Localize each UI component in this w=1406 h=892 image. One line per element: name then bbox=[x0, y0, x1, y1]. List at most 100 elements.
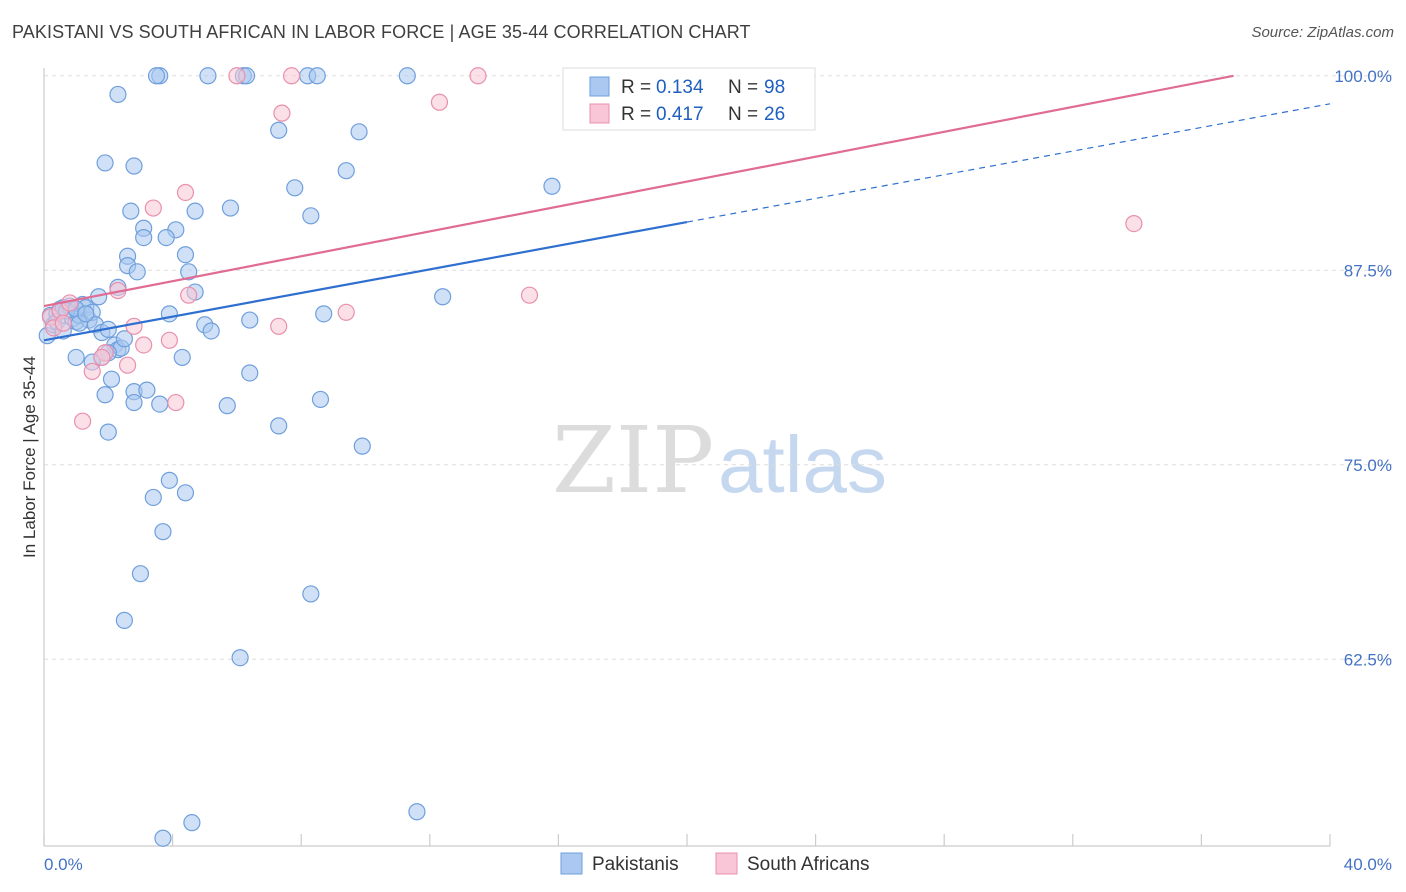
y-tick-label: 100.0% bbox=[1334, 67, 1392, 86]
legend-r-value-2: 0.417 bbox=[656, 104, 704, 125]
point-pakistanis bbox=[122, 202, 140, 220]
point-pakistanis bbox=[115, 330, 133, 348]
source-credit: Source: ZipAtlas.com bbox=[1251, 24, 1394, 41]
point-pakistanis bbox=[199, 67, 217, 85]
point-pakistanis bbox=[131, 565, 150, 583]
point-pakistanis bbox=[125, 393, 143, 412]
point-pakistanis bbox=[96, 154, 114, 172]
point-pakistanis bbox=[144, 488, 162, 507]
point-pakistanis bbox=[337, 162, 355, 180]
point-pakistanis bbox=[231, 649, 249, 667]
trendline-pakistanis bbox=[43, 220, 688, 342]
x-axis-ticks bbox=[43, 834, 1331, 846]
point-pakistanis bbox=[96, 386, 114, 404]
point-pakistanis bbox=[311, 390, 330, 409]
watermark-zip: ZIP bbox=[552, 407, 714, 514]
point-pakistanis bbox=[128, 263, 146, 281]
point-pakistanis bbox=[154, 523, 172, 541]
point-pakistanis bbox=[99, 423, 117, 441]
point-pakistanis bbox=[270, 121, 288, 139]
trend-lines bbox=[43, 74, 1331, 342]
legend-box: R = 0.134 N = 98 R = 0.417 N = 26 bbox=[562, 67, 816, 131]
point-south-africans bbox=[520, 286, 539, 304]
point-south-africans bbox=[270, 317, 288, 335]
bottom-legend-swatch-blue bbox=[560, 852, 583, 875]
legend-r-label-2: R = bbox=[621, 104, 651, 125]
point-pakistanis bbox=[302, 585, 320, 603]
point-south-africans bbox=[1125, 215, 1143, 233]
point-south-africans bbox=[282, 67, 301, 85]
series-south-africans bbox=[41, 67, 1143, 430]
y-tick-labels: 62.5% 75.0% 87.5% 100.0% bbox=[1334, 67, 1392, 670]
legend-n-label-1: N = bbox=[728, 77, 758, 98]
point-pakistanis bbox=[183, 814, 201, 832]
legend-n-value-1: 98 bbox=[764, 77, 785, 98]
legend-swatch-blue bbox=[589, 76, 610, 97]
point-south-africans bbox=[228, 67, 246, 85]
point-pakistanis bbox=[67, 348, 85, 367]
point-pakistanis bbox=[353, 437, 371, 455]
point-pakistanis bbox=[270, 417, 288, 435]
point-pakistanis bbox=[350, 123, 368, 141]
point-south-africans bbox=[54, 314, 72, 332]
point-south-africans bbox=[337, 303, 355, 321]
point-pakistanis bbox=[109, 85, 127, 104]
point-south-africans bbox=[430, 93, 449, 111]
point-pakistanis bbox=[151, 395, 169, 413]
point-pakistanis bbox=[154, 829, 172, 847]
point-pakistanis bbox=[125, 157, 143, 175]
bottom-legend-swatch-pink bbox=[715, 852, 738, 875]
point-pakistanis bbox=[543, 177, 561, 195]
point-pakistanis bbox=[176, 246, 195, 264]
point-pakistanis bbox=[398, 67, 416, 85]
point-pakistanis bbox=[147, 67, 166, 85]
point-south-africans bbox=[93, 348, 111, 367]
bottom-legend: Pakistanis South Africans bbox=[560, 852, 870, 875]
point-pakistanis bbox=[160, 305, 178, 323]
point-pakistanis bbox=[408, 803, 426, 821]
point-pakistanis bbox=[173, 348, 191, 367]
point-south-africans bbox=[160, 331, 178, 349]
point-pakistanis bbox=[241, 364, 259, 382]
y-tick-label: 62.5% bbox=[1344, 650, 1392, 669]
point-pakistanis bbox=[241, 311, 259, 329]
y-tick-label: 75.0% bbox=[1344, 456, 1392, 475]
point-pakistanis bbox=[302, 207, 320, 225]
point-pakistanis bbox=[135, 229, 153, 247]
point-pakistanis bbox=[218, 397, 236, 415]
trendline-pakistanis-extension bbox=[686, 103, 1331, 223]
bottom-legend-label-south-africans: South Africans bbox=[747, 854, 870, 875]
point-south-africans bbox=[273, 104, 291, 122]
legend-swatch-pink bbox=[589, 103, 610, 124]
point-pakistanis bbox=[286, 179, 304, 197]
legend-r-value-1: 0.134 bbox=[656, 77, 704, 98]
y-tick-label: 87.5% bbox=[1344, 261, 1392, 280]
point-pakistanis bbox=[202, 322, 220, 340]
legend-n-value-2: 26 bbox=[764, 104, 785, 125]
point-pakistanis bbox=[160, 471, 178, 489]
bottom-legend-label-pakistanis: Pakistanis bbox=[592, 854, 679, 875]
point-pakistanis bbox=[77, 305, 95, 323]
point-pakistanis bbox=[176, 484, 195, 502]
point-south-africans bbox=[135, 336, 153, 354]
point-pakistanis bbox=[102, 370, 121, 388]
legend-r-label-1: R = bbox=[621, 77, 651, 98]
point-pakistanis bbox=[186, 202, 204, 220]
point-south-africans bbox=[167, 393, 185, 412]
point-pakistanis bbox=[157, 229, 175, 247]
point-south-africans bbox=[180, 286, 198, 304]
point-south-africans bbox=[469, 67, 487, 85]
chart-title: PAKISTANI VS SOUTH AFRICAN IN LABOR FORC… bbox=[12, 22, 751, 42]
point-south-africans bbox=[73, 412, 92, 430]
point-pakistanis bbox=[308, 67, 326, 85]
series-pakistanis bbox=[38, 67, 561, 847]
point-south-africans bbox=[144, 199, 162, 217]
y-axis-label: In Labor Force | Age 35-44 bbox=[20, 356, 39, 558]
legend-n-label-2: N = bbox=[728, 104, 758, 125]
point-pakistanis bbox=[434, 288, 452, 306]
point-pakistanis bbox=[221, 199, 240, 217]
x-tick-label-min: 0.0% bbox=[44, 855, 83, 874]
point-pakistanis bbox=[315, 305, 333, 323]
